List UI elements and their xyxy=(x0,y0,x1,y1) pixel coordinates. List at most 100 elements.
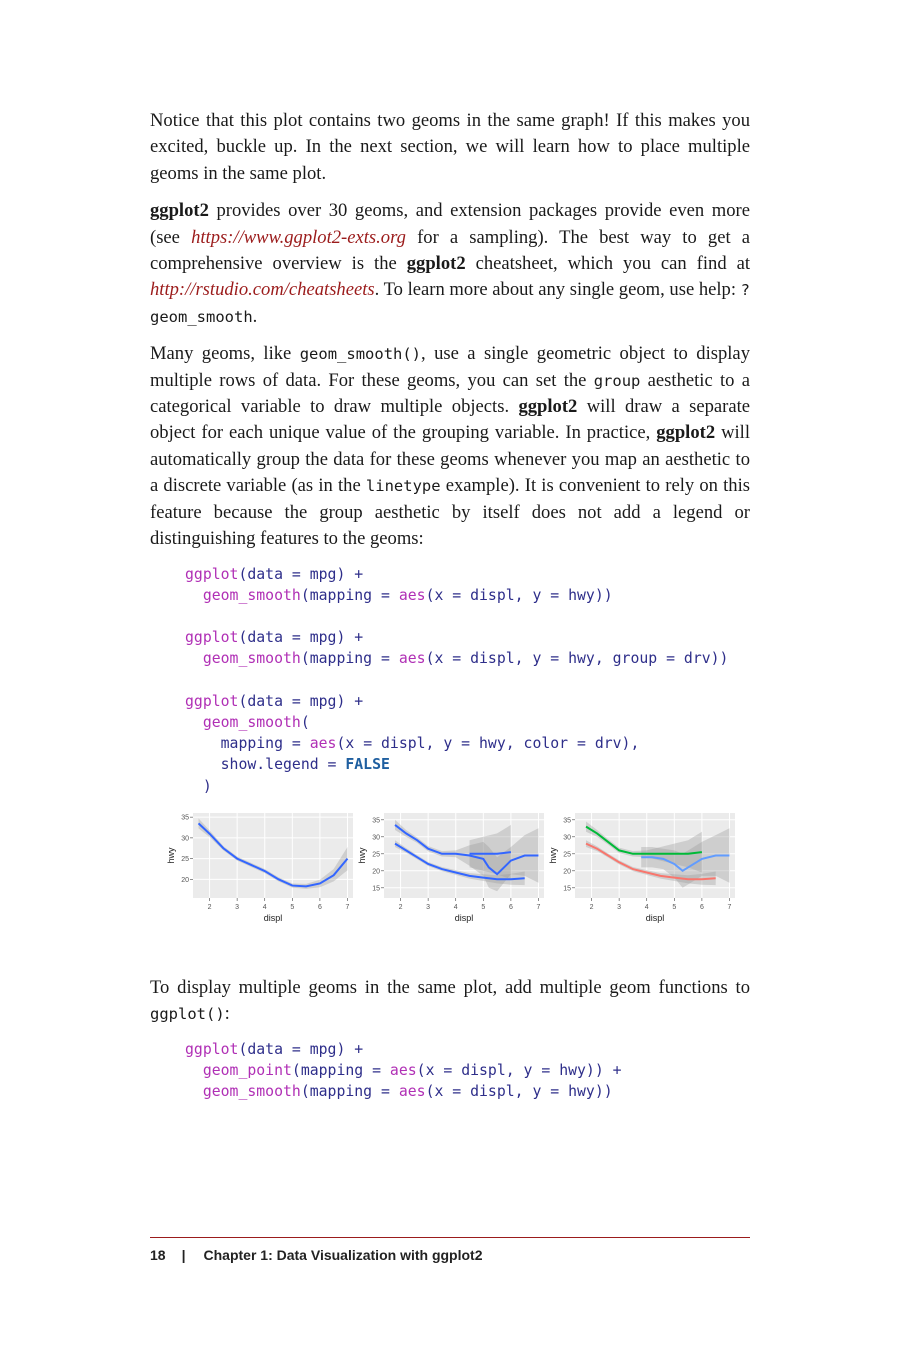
text: will automatically group the data for th… xyxy=(150,422,750,497)
y-tick-label: 20 xyxy=(181,877,189,884)
link-ggplot2-exts[interactable]: https://www.ggplot2-exts.org xyxy=(191,226,406,248)
smooth-line xyxy=(585,842,716,881)
code-fn: ggplot xyxy=(185,629,239,647)
code-text: (x = displ, y = hwy)) xyxy=(425,586,613,604)
x-tick-label: 2 xyxy=(208,904,212,911)
code-line: show.legend = FALSE xyxy=(185,754,750,775)
code-fn: aes xyxy=(398,1082,426,1100)
plot-smooth-single: 20 25 30 35 2 3 4 5 6 7 displ hwy xyxy=(165,811,355,929)
inline-code: ?geom_smooth xyxy=(150,281,751,326)
text: . xyxy=(252,305,258,327)
x-tick-label: 6 xyxy=(509,904,513,911)
confidence-band xyxy=(586,821,702,873)
smooth-line xyxy=(469,850,512,855)
x-tick-label: 4 xyxy=(454,904,458,911)
code-line: geom_smooth( xyxy=(185,712,750,733)
text: example). It is convenient to rely on th… xyxy=(150,475,751,550)
y-axis-label: hwy xyxy=(166,847,176,864)
code-fn: aes xyxy=(398,586,426,604)
x-tick-label: 6 xyxy=(700,904,704,911)
code-fn: geom_smooth xyxy=(202,650,301,668)
x-tick-label: 4 xyxy=(263,904,267,911)
smooth-chart: 20 25 30 35 2 3 4 5 6 7 displ hwy xyxy=(166,812,353,923)
y-axis-label: hwy xyxy=(548,847,558,864)
text: : xyxy=(224,1003,230,1025)
y-tick-label: 15 xyxy=(372,885,380,892)
code-text: (mapping = xyxy=(300,650,399,668)
text: for a sampling). The best way to get a c… xyxy=(150,226,750,275)
code-text: show.legend = xyxy=(220,756,346,774)
text: Many geoms, like xyxy=(150,343,300,365)
code-text: ( xyxy=(300,713,310,731)
code-text: ) xyxy=(202,777,212,795)
y-tick-label: 20 xyxy=(563,868,571,875)
code-line: ggplot(data = mpg) + xyxy=(185,1039,750,1060)
text: To display multiple geoms in the same pl… xyxy=(150,976,750,998)
code-text: (mapping = xyxy=(300,1082,399,1100)
y-tick-label: 25 xyxy=(563,851,571,858)
x-axis-label: displ xyxy=(455,913,474,923)
plot-smooth-grouped: 15 20 25 30 35 2 3 4 5 6 7 displ hwy xyxy=(356,811,546,929)
code-fn: aes xyxy=(309,735,337,753)
page-number: 18 xyxy=(150,1247,166,1263)
text: aesthetic to a categorical variable to d… xyxy=(150,369,750,418)
inline-code: ggplot() xyxy=(150,1005,225,1024)
code-line: geom_point(mapping = aes(x = displ, y = … xyxy=(185,1060,750,1081)
text: provides over 30 geoms, and extension pa… xyxy=(150,200,750,248)
text: . To learn more about any single geom, u… xyxy=(374,279,741,301)
code-line: geom_smooth(mapping = aes(x = displ, y =… xyxy=(185,648,750,669)
text: cheatsheet, which you can find at xyxy=(465,253,751,275)
code-text: (data = mpg) + xyxy=(238,629,364,647)
paragraph-intro: Notice that this plot contains two geoms… xyxy=(150,110,750,184)
x-tick-label: 5 xyxy=(290,904,294,911)
smooth-line xyxy=(394,842,525,881)
plot-panel xyxy=(575,812,735,898)
code-line: ggplot(data = mpg) + xyxy=(185,564,750,585)
smooth-line xyxy=(197,822,349,888)
package-name: ggplot2 xyxy=(518,396,578,418)
page-content: Notice that this plot contains two geoms… xyxy=(150,108,750,1102)
link-rstudio-cheatsheets[interactable]: http://rstudio.com/cheatsheets xyxy=(150,279,375,301)
plot-panel xyxy=(193,812,353,898)
inline-code: group xyxy=(593,371,641,390)
y-tick-label: 35 xyxy=(563,817,571,824)
inline-code: linetype xyxy=(365,477,441,496)
code-line: ggplot(data = mpg) + xyxy=(185,691,750,712)
inline-code: geom_smooth() xyxy=(299,345,422,364)
y-tick-label: 30 xyxy=(563,834,571,841)
code-block-point-smooth: ggplot(data = mpg) + geom_point(mapping … xyxy=(185,1039,750,1103)
code-line: mapping = aes(x = displ, y = hwy, color … xyxy=(185,733,750,754)
code-text: (data = mpg) + xyxy=(238,565,364,583)
code-text: (x = displ, y = hwy, group = drv)) xyxy=(425,650,729,668)
chapter-title: Chapter 1: Data Visualization with ggplo… xyxy=(203,1247,483,1263)
paragraph-grouping: Many geoms, like geom_smooth(), use a si… xyxy=(150,341,750,552)
x-axis-label: displ xyxy=(646,913,665,923)
x-tick-label: 2 xyxy=(399,904,403,911)
code-text: mapping = xyxy=(220,735,310,753)
code-block-smooth-examples: ggplot(data = mpg) + geom_smooth(mapping… xyxy=(185,564,750,797)
code-fn: ggplot xyxy=(185,565,239,583)
code-fn: aes xyxy=(389,1061,417,1079)
package-name: ggplot2 xyxy=(406,253,466,275)
code-text: (data = mpg) + xyxy=(238,1040,364,1058)
code-line: ) xyxy=(185,776,750,797)
confidence-band xyxy=(469,824,511,880)
y-axis-label: hwy xyxy=(357,847,367,864)
code-fn: aes xyxy=(398,650,426,668)
x-tick-label: 2 xyxy=(590,904,594,911)
y-tick-label: 25 xyxy=(372,851,380,858)
x-tick-label: 4 xyxy=(645,904,649,911)
code-fn: geom_smooth xyxy=(202,586,301,604)
x-tick-label: 3 xyxy=(235,904,239,911)
code-line: ggplot(data = mpg) + xyxy=(185,627,750,648)
code-text: (x = displ, y = hwy)) + xyxy=(416,1061,622,1079)
confidence-band xyxy=(586,839,716,885)
code-blank-line xyxy=(185,670,750,691)
confidence-band xyxy=(641,828,730,888)
code-fn: geom_smooth xyxy=(202,713,301,731)
code-keyword: FALSE xyxy=(345,756,390,774)
y-tick-label: 35 xyxy=(181,814,189,821)
code-text: (x = displ, y = hwy)) xyxy=(425,1082,613,1100)
confidence-band xyxy=(198,818,348,889)
x-axis-label: displ xyxy=(264,913,283,923)
